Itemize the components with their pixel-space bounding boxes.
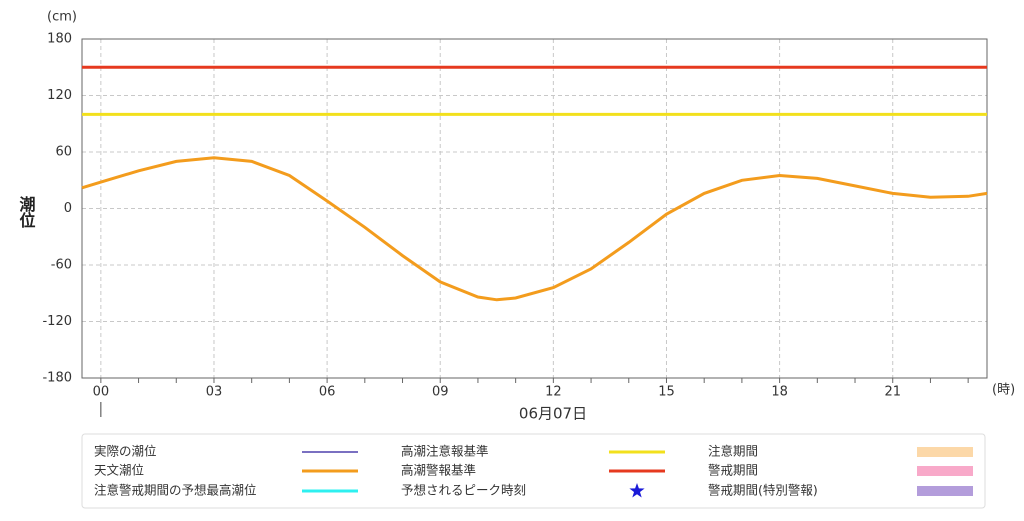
legend-label: 警戒期間(特別警報) xyxy=(708,483,818,498)
x-tick-label: 00 xyxy=(93,385,110,400)
x-tick-label: 18 xyxy=(771,385,788,400)
plot-frame xyxy=(81,38,988,379)
y-tick-label: 120 xyxy=(47,88,72,103)
x-tick-label: 09 xyxy=(432,385,449,400)
y-tick-label: 60 xyxy=(55,145,72,160)
y-tick-label: 0 xyxy=(64,201,72,216)
legend-label: 高潮警報基準 xyxy=(401,463,476,478)
legend-label: 高潮注意報基準 xyxy=(401,444,489,459)
y-tick-label: 180 xyxy=(47,32,72,47)
tide-line xyxy=(81,156,988,302)
y-unit: (cm) xyxy=(47,10,77,25)
y-label: 潮位 xyxy=(17,195,36,229)
y-tick-label: -60 xyxy=(51,258,72,273)
legend-label: 注意期間 xyxy=(708,444,758,459)
legend-label: 天文潮位 xyxy=(94,463,144,478)
x-tick-label: 03 xyxy=(206,385,223,400)
y-tick-label: -120 xyxy=(42,314,72,329)
legend-label: 注意警戒期間の予想最高潮位 xyxy=(94,483,257,498)
x-tick-label: 06 xyxy=(319,385,336,400)
date-label: 06月07日 xyxy=(519,405,587,423)
x-unit: (時) xyxy=(992,383,1015,398)
x-tick-label: 15 xyxy=(658,385,675,400)
x-tick-label: 21 xyxy=(884,385,901,400)
legend-swatch xyxy=(917,466,973,476)
legend-label: 実際の潮位 xyxy=(94,444,157,459)
legend-swatch xyxy=(917,447,973,457)
legend-label: 予想されるピーク時刻 xyxy=(401,483,526,498)
legend-star xyxy=(629,483,645,498)
x-tick-label: 12 xyxy=(545,385,562,400)
legend-swatch xyxy=(917,486,973,496)
legend-label: 警戒期間 xyxy=(708,463,758,478)
y-tick-label: -180 xyxy=(42,371,72,386)
